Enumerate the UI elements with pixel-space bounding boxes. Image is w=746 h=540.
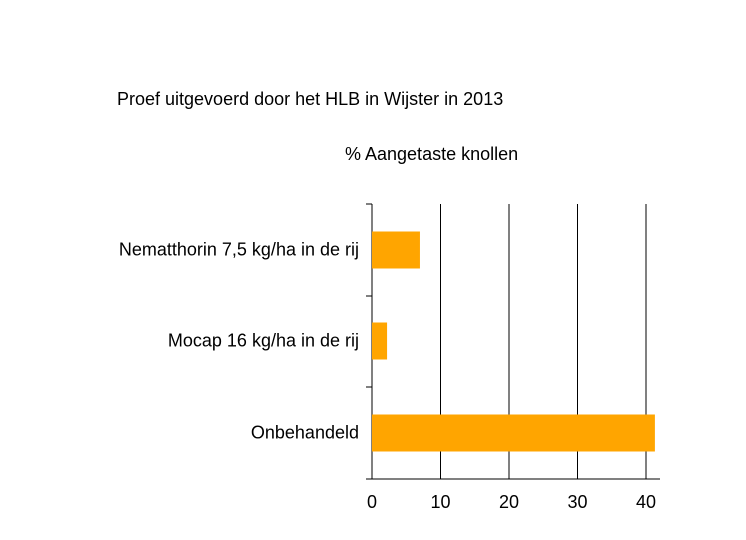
bar [372, 231, 420, 269]
x-tick-label: 40 [636, 492, 656, 512]
x-axis-title: % Aangetaste knollen [345, 144, 519, 164]
x-tick-label: 0 [367, 492, 377, 512]
category-label: Nematthorin 7,5 kg/ha in de rij [118, 239, 359, 260]
x-tick-label: 30 [567, 492, 587, 512]
chart-title: Proef uitgevoerd door het HLB in Wijster… [117, 89, 504, 109]
category-label: Mocap 16 kg/ha in de rij [167, 330, 359, 351]
bar [372, 414, 655, 452]
bar [372, 322, 388, 360]
x-tick-label: 20 [499, 492, 519, 512]
x-tick-label: 10 [430, 492, 450, 512]
category-label: Onbehandeld [250, 422, 359, 443]
